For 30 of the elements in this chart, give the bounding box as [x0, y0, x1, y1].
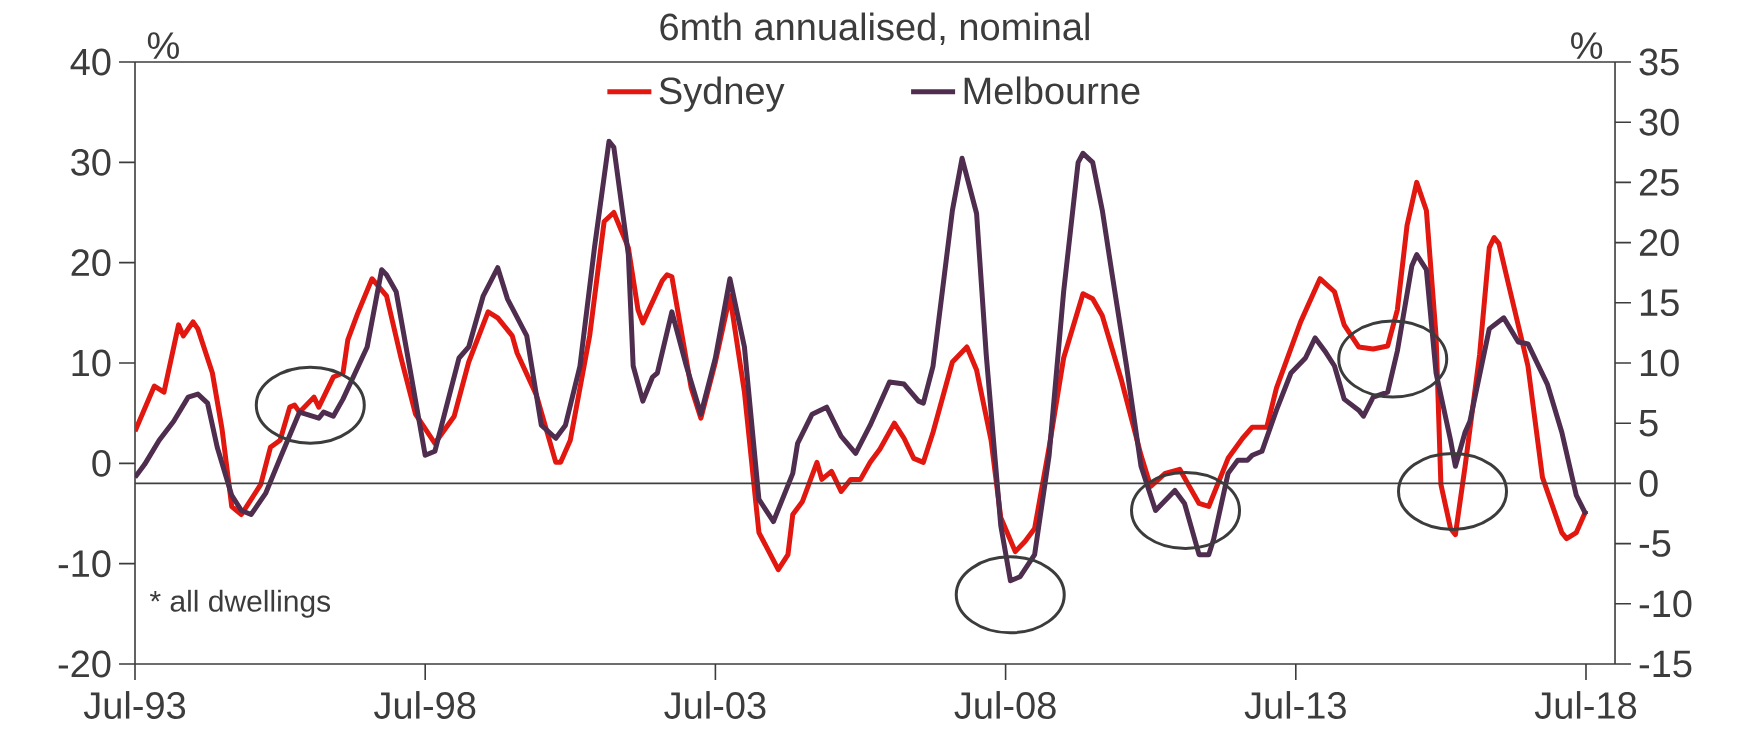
y-tick-label: 10	[72, 349, 111, 377]
x-tick-label: Jul-18	[1534, 691, 1637, 719]
x-tick-label: Jul-93	[83, 691, 186, 719]
chart-title: 6mth annualised, nominal	[660, 12, 1089, 45]
x-tick-label: Jul-13	[1244, 691, 1346, 719]
y2-tick-label: -5	[1639, 530, 1671, 557]
y-tick-label: 20	[71, 249, 111, 277]
y-tick-label: 40	[70, 48, 111, 76]
y2-tick-label: 10	[1640, 349, 1679, 377]
y-tick-label: 30	[71, 148, 111, 176]
y2-tick-label: 5	[1639, 409, 1658, 437]
y2-tick-label: 15	[1640, 289, 1679, 317]
y-tick-label: -10	[58, 550, 111, 578]
y2-tick-label: -15	[1639, 650, 1692, 678]
legend-label: Melbourne	[964, 76, 1140, 105]
y2-tick-label: 35	[1639, 48, 1679, 76]
y2-tick-label: 25	[1639, 168, 1679, 196]
annotation: * all dwellings	[149, 589, 331, 618]
x-tick-label: Jul-08	[954, 691, 1056, 719]
y2-tick-label: 20	[1639, 229, 1679, 257]
y2-axis-title: %	[1571, 32, 1603, 59]
y-tick-label: -20	[58, 650, 111, 678]
x-tick-label: Jul-03	[664, 691, 766, 719]
x-tick-label: Jul-98	[374, 691, 476, 719]
y2-tick-label: 0	[1639, 469, 1658, 497]
y-axis-title: %	[147, 32, 179, 59]
y2-tick-label: -10	[1639, 590, 1692, 618]
y2-tick-label: 30	[1639, 108, 1679, 136]
legend-label: Sydney	[659, 76, 785, 112]
y-tick-label: 0	[92, 449, 111, 477]
